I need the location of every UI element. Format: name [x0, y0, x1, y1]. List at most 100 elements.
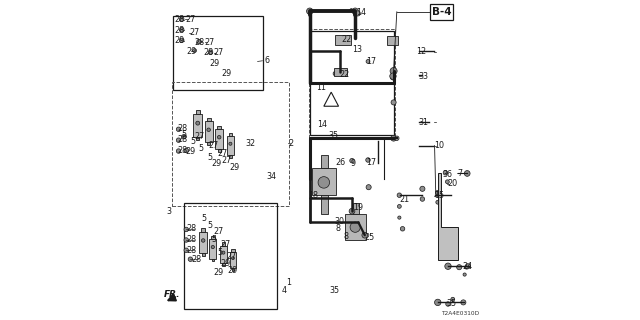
Text: 12: 12	[417, 47, 427, 56]
Circle shape	[401, 227, 405, 231]
Circle shape	[390, 73, 396, 79]
Circle shape	[352, 8, 358, 14]
Text: 5: 5	[212, 235, 217, 244]
Circle shape	[390, 135, 397, 141]
Text: 33: 33	[419, 72, 429, 81]
Text: 18: 18	[308, 191, 318, 200]
Text: 15: 15	[435, 191, 445, 200]
Bar	[232, 249, 235, 252]
Text: 35: 35	[328, 131, 338, 140]
Circle shape	[362, 232, 368, 238]
Circle shape	[366, 158, 370, 162]
Text: 22: 22	[342, 36, 352, 44]
Circle shape	[350, 222, 360, 232]
Text: 29: 29	[210, 59, 220, 68]
Text: 26: 26	[335, 158, 346, 167]
Circle shape	[211, 245, 214, 249]
Circle shape	[397, 204, 401, 208]
Text: 29: 29	[221, 69, 232, 78]
Bar	[220, 246, 227, 263]
Bar	[230, 252, 236, 268]
Circle shape	[463, 273, 466, 276]
Text: 28: 28	[178, 124, 188, 133]
Circle shape	[394, 136, 399, 140]
Circle shape	[184, 227, 189, 232]
Bar	[310, 31, 394, 135]
Circle shape	[333, 71, 338, 76]
Circle shape	[184, 148, 189, 153]
Text: 27: 27	[221, 156, 232, 165]
Circle shape	[390, 68, 397, 75]
Bar	[334, 68, 347, 76]
Circle shape	[465, 171, 470, 176]
Circle shape	[420, 197, 425, 201]
Text: 28: 28	[175, 26, 185, 35]
Text: 27: 27	[209, 141, 219, 150]
Text: 25: 25	[364, 233, 374, 242]
Text: 2: 2	[289, 139, 294, 148]
FancyBboxPatch shape	[430, 4, 453, 20]
Text: 4: 4	[282, 286, 287, 295]
Text: 14: 14	[317, 120, 328, 129]
Circle shape	[366, 60, 370, 63]
Text: 36: 36	[442, 170, 452, 179]
Bar	[193, 114, 202, 137]
Bar	[335, 35, 351, 45]
Text: 27: 27	[195, 132, 205, 141]
Circle shape	[445, 263, 451, 269]
Text: 28: 28	[175, 15, 185, 24]
Text: 28: 28	[195, 38, 205, 47]
Circle shape	[337, 69, 343, 75]
Text: 19: 19	[354, 203, 364, 212]
Text: 28: 28	[178, 135, 188, 144]
Bar	[387, 36, 398, 45]
Text: 29: 29	[211, 159, 221, 168]
Text: 29: 29	[227, 266, 237, 275]
Bar	[218, 149, 221, 152]
Circle shape	[465, 265, 468, 269]
Bar	[196, 137, 199, 140]
Text: 29: 29	[186, 47, 196, 56]
Text: 32: 32	[246, 139, 256, 148]
Circle shape	[182, 134, 186, 139]
Circle shape	[193, 49, 196, 52]
Circle shape	[318, 177, 330, 188]
Text: 13: 13	[352, 45, 362, 54]
Circle shape	[218, 135, 221, 139]
Text: 22: 22	[340, 70, 350, 79]
Text: 5: 5	[181, 130, 186, 139]
Circle shape	[451, 297, 455, 301]
Circle shape	[179, 17, 184, 21]
Circle shape	[366, 185, 371, 190]
Circle shape	[457, 265, 462, 270]
Text: 5: 5	[207, 153, 212, 162]
Circle shape	[337, 37, 342, 41]
Circle shape	[179, 38, 184, 43]
Bar	[202, 253, 205, 256]
Bar	[321, 195, 328, 214]
Bar	[232, 268, 234, 271]
Circle shape	[179, 28, 184, 32]
Bar	[228, 133, 232, 136]
Text: 5: 5	[191, 137, 196, 146]
Text: 5: 5	[217, 248, 222, 257]
Circle shape	[398, 216, 401, 219]
Circle shape	[188, 257, 193, 261]
Bar	[353, 203, 359, 214]
Text: 29: 29	[175, 36, 185, 45]
Text: 5: 5	[198, 144, 204, 153]
Bar	[321, 155, 328, 168]
Bar	[211, 259, 214, 261]
Bar	[345, 214, 366, 240]
Bar	[309, 29, 396, 138]
Text: 28: 28	[186, 246, 196, 255]
Circle shape	[420, 186, 425, 191]
Text: 9: 9	[351, 159, 356, 168]
Circle shape	[355, 11, 360, 16]
Circle shape	[184, 238, 189, 242]
Circle shape	[176, 149, 181, 153]
Bar	[312, 168, 336, 195]
Text: 27: 27	[220, 240, 230, 249]
Circle shape	[207, 128, 211, 132]
Text: 8: 8	[335, 224, 340, 233]
